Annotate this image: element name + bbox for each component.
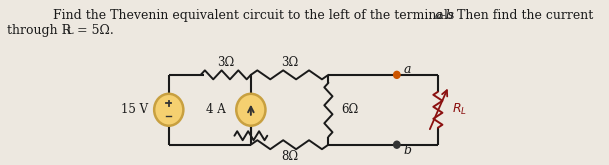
Circle shape bbox=[236, 94, 266, 126]
Text: through R: through R bbox=[7, 24, 71, 37]
Text: 3Ω: 3Ω bbox=[281, 56, 298, 69]
Text: L: L bbox=[66, 27, 73, 36]
Text: a: a bbox=[403, 63, 410, 76]
Text: 15 V: 15 V bbox=[121, 103, 147, 116]
Text: 3Ω: 3Ω bbox=[217, 56, 234, 69]
Text: = 5Ω.: = 5Ω. bbox=[73, 24, 114, 37]
Circle shape bbox=[393, 71, 400, 78]
Text: $R_L$: $R_L$ bbox=[452, 102, 468, 117]
Text: Find the Thevenin equivalent circuit to the left of the terminals: Find the Thevenin equivalent circuit to … bbox=[53, 9, 458, 22]
Text: a-b: a-b bbox=[434, 9, 454, 22]
Text: Then find the current: Then find the current bbox=[453, 9, 594, 22]
Circle shape bbox=[154, 94, 183, 126]
Text: 4 A: 4 A bbox=[206, 103, 226, 116]
Text: b: b bbox=[403, 144, 411, 157]
Text: 6Ω: 6Ω bbox=[341, 103, 359, 116]
Circle shape bbox=[393, 141, 400, 148]
Text: 8Ω: 8Ω bbox=[281, 150, 298, 163]
